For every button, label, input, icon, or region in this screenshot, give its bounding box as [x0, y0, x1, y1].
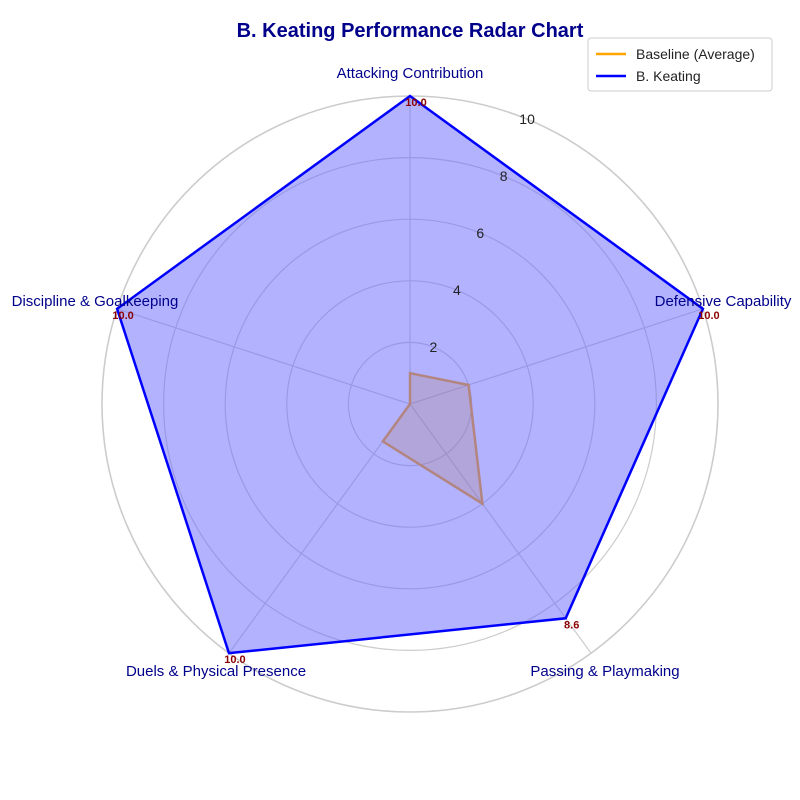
axis-label-4: Duels & Physical Presence	[126, 663, 306, 680]
value-label: 10.0	[112, 310, 133, 322]
legend: Baseline (Average) B. Keating	[587, 37, 773, 92]
axis-label-5: Discipline & Goalkeeping	[12, 293, 179, 310]
r-tick-label: 10	[519, 111, 535, 127]
value-label: 10.0	[405, 97, 426, 109]
value-label: 10.0	[224, 654, 245, 666]
value-label: 8.6	[564, 619, 579, 631]
value-labels: 10.0 10.0 8.6 10.0 10.0	[112, 97, 719, 666]
r-tick-label: 4	[453, 282, 461, 298]
value-label: 10.0	[698, 310, 719, 322]
legend-entry: B. Keating	[636, 68, 701, 84]
series-fill-2	[117, 96, 703, 654]
r-tick-label: 8	[500, 168, 508, 184]
axis-label-1: Attacking Contribution	[337, 65, 484, 82]
r-tick-label: 6	[476, 225, 484, 241]
radar-series	[115, 94, 705, 655]
axis-label-2: Defensive Capability	[655, 293, 792, 310]
legend-entry: Baseline (Average)	[636, 46, 755, 62]
axis-label-3: Passing & Playmaking	[530, 663, 679, 680]
r-tick-label: 2	[430, 339, 438, 355]
radial-tick-labels: 2 4 6 8 10	[430, 111, 536, 355]
legend-box	[587, 37, 773, 92]
axis-labels: Attacking Contribution Defensive Capabili…	[12, 65, 792, 680]
series-line-2	[115, 94, 705, 655]
chart-title: B. Keating Performance Radar Chart	[237, 20, 584, 42]
